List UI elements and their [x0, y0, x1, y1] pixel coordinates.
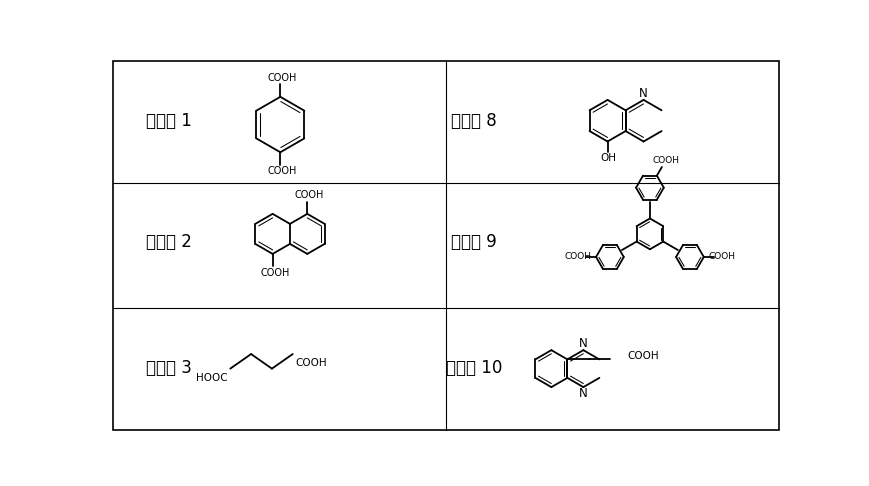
Text: COOH: COOH — [268, 73, 297, 83]
Text: 实施例 8: 实施例 8 — [451, 112, 497, 130]
Text: COOH: COOH — [295, 358, 327, 368]
Text: HOOC: HOOC — [196, 373, 227, 383]
Text: 实施例 3: 实施例 3 — [146, 359, 191, 377]
Text: COOH: COOH — [707, 253, 734, 261]
Text: COOH: COOH — [652, 156, 679, 165]
Text: 实施例 10: 实施例 10 — [446, 359, 502, 377]
Text: COOH: COOH — [295, 190, 324, 200]
Text: N: N — [579, 387, 587, 400]
Text: OH: OH — [600, 154, 615, 163]
Text: COOH: COOH — [627, 351, 659, 361]
Text: COOH: COOH — [260, 268, 289, 278]
Text: 实施例 1: 实施例 1 — [146, 112, 191, 130]
Text: 实施例 9: 实施例 9 — [451, 233, 497, 251]
Text: N: N — [639, 87, 647, 100]
Text: COOH: COOH — [268, 166, 297, 176]
Text: 实施例 2: 实施例 2 — [146, 233, 191, 251]
Text: N: N — [579, 337, 587, 350]
Text: COOH: COOH — [564, 253, 591, 261]
